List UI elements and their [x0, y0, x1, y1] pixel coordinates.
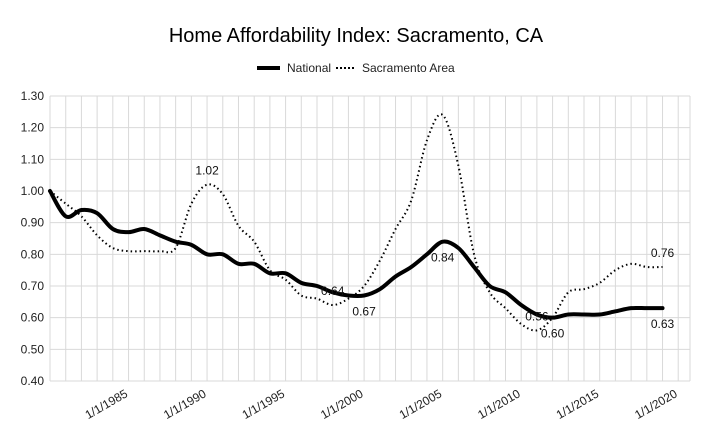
- data-label: 0.63: [651, 317, 675, 331]
- y-tick-label: 1.20: [21, 121, 45, 135]
- legend: National Sacramento Area: [257, 61, 455, 75]
- y-tick-label: 1.30: [21, 89, 45, 103]
- y-tick-label: 0.60: [21, 311, 45, 325]
- legend-label-sacramento: Sacramento Area: [362, 61, 455, 75]
- y-tick-label: 0.40: [21, 374, 45, 388]
- y-tick-label: 0.70: [21, 279, 45, 293]
- y-tick-label: 1.10: [21, 152, 45, 166]
- y-tick-label: 0.90: [21, 216, 45, 230]
- data-label: 0.84: [431, 251, 455, 265]
- data-label: 0.67: [352, 305, 376, 319]
- data-label: 0.76: [651, 246, 675, 260]
- grid: [49, 95, 691, 382]
- series-lines: [48, 113, 665, 332]
- chart-title: Home Affordability Index: Sacramento, CA: [169, 25, 544, 47]
- y-tick-label: 0.80: [21, 247, 45, 261]
- series-line-national: [48, 189, 665, 320]
- data-label: 1.02: [195, 164, 219, 178]
- y-tick-label: 1.00: [21, 184, 45, 198]
- legend-label-national: National: [287, 61, 331, 75]
- data-label: 0.56: [525, 309, 549, 323]
- y-tick-label: 0.50: [21, 342, 45, 356]
- data-label: 0.60: [541, 327, 565, 341]
- y-axis-ticks: 0.40 0.50 0.60 0.70 0.80 0.90 1.00 1.10 1.20 1.30: [21, 89, 45, 388]
- data-labels: 1.02 0.64 0.67 0.84 0.56 0.60 0.76 0.63: [195, 164, 674, 341]
- data-label: 0.64: [321, 284, 345, 298]
